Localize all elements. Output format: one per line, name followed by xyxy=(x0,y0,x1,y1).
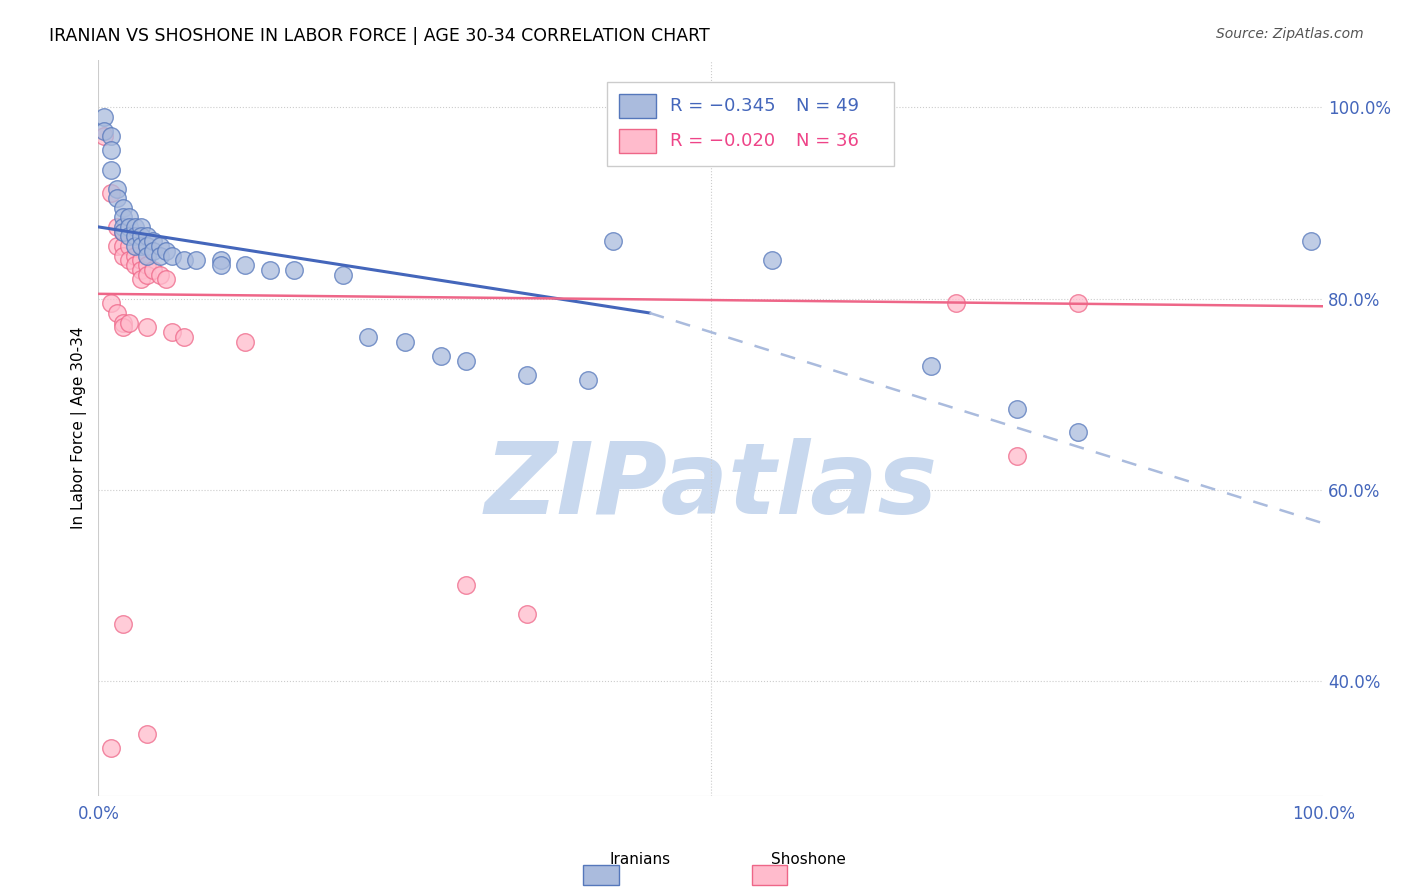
Point xyxy=(118,229,141,244)
Point xyxy=(129,239,152,253)
Point xyxy=(118,253,141,268)
Point xyxy=(602,234,624,248)
Point xyxy=(136,258,159,272)
Point xyxy=(516,368,538,383)
Text: R = −0.345: R = −0.345 xyxy=(671,97,776,115)
Point xyxy=(129,219,152,234)
Text: N = 49: N = 49 xyxy=(796,97,859,115)
Point xyxy=(118,211,141,225)
Point xyxy=(105,191,128,205)
Point xyxy=(209,253,232,268)
Point xyxy=(93,110,115,124)
Point xyxy=(111,225,134,239)
Point xyxy=(283,263,305,277)
Point xyxy=(1067,425,1090,440)
Bar xyxy=(606,82,894,166)
Point xyxy=(129,229,152,244)
Point xyxy=(920,359,942,373)
Point xyxy=(100,162,122,177)
Point xyxy=(160,249,183,263)
Point xyxy=(259,263,281,277)
Point xyxy=(118,316,141,330)
Point xyxy=(173,330,195,344)
Point xyxy=(136,229,159,244)
Point xyxy=(1299,234,1322,248)
Text: N = 36: N = 36 xyxy=(796,132,859,150)
Point xyxy=(111,616,134,631)
Point xyxy=(454,353,477,368)
Point xyxy=(233,258,256,272)
Point xyxy=(100,129,122,144)
Point xyxy=(173,253,195,268)
Bar xyxy=(619,128,655,153)
Point xyxy=(124,249,146,263)
Point xyxy=(118,239,141,253)
Point xyxy=(111,211,134,225)
Point xyxy=(394,334,416,349)
Text: Shoshone: Shoshone xyxy=(770,852,846,867)
Point xyxy=(136,239,159,253)
Point xyxy=(111,201,134,215)
Point xyxy=(149,239,172,253)
Point xyxy=(142,234,165,248)
Text: IRANIAN VS SHOSHONE IN LABOR FORCE | AGE 30-34 CORRELATION CHART: IRANIAN VS SHOSHONE IN LABOR FORCE | AGE… xyxy=(49,27,710,45)
Point xyxy=(111,320,134,334)
Point xyxy=(111,249,134,263)
Point xyxy=(124,239,146,253)
Point xyxy=(129,272,152,286)
Point xyxy=(136,268,159,282)
Point xyxy=(118,219,141,234)
Point xyxy=(100,741,122,756)
Point xyxy=(111,239,134,253)
Point xyxy=(1005,450,1028,464)
Point xyxy=(454,578,477,592)
Point xyxy=(124,219,146,234)
Point xyxy=(105,219,128,234)
Point xyxy=(430,349,453,363)
Text: Source: ZipAtlas.com: Source: ZipAtlas.com xyxy=(1216,27,1364,41)
Point xyxy=(129,253,152,268)
Point xyxy=(1005,401,1028,416)
Point xyxy=(100,296,122,310)
Point xyxy=(142,263,165,277)
Point xyxy=(124,258,146,272)
Point xyxy=(332,268,354,282)
Y-axis label: In Labor Force | Age 30-34: In Labor Force | Age 30-34 xyxy=(72,326,87,529)
Point xyxy=(111,225,134,239)
Point xyxy=(111,219,134,234)
Point xyxy=(149,268,172,282)
Point xyxy=(136,726,159,740)
Point xyxy=(233,334,256,349)
Point xyxy=(160,325,183,339)
Point xyxy=(357,330,380,344)
Point xyxy=(209,258,232,272)
Text: ZIPatlas: ZIPatlas xyxy=(484,438,938,535)
Point xyxy=(142,244,165,258)
Point xyxy=(761,253,783,268)
Point xyxy=(105,182,128,196)
Point xyxy=(136,320,159,334)
Point xyxy=(100,186,122,201)
Point xyxy=(516,607,538,621)
Point xyxy=(155,272,177,286)
Point xyxy=(576,373,599,387)
Bar xyxy=(619,95,655,119)
Point xyxy=(149,249,172,263)
Point xyxy=(93,124,115,138)
Text: Iranians: Iranians xyxy=(609,852,671,867)
Point xyxy=(124,229,146,244)
Point xyxy=(105,239,128,253)
Point xyxy=(1067,296,1090,310)
Point xyxy=(945,296,967,310)
Point xyxy=(93,129,115,144)
Point xyxy=(129,263,152,277)
Point xyxy=(136,249,159,263)
Point xyxy=(155,244,177,258)
Text: R = −0.020: R = −0.020 xyxy=(671,132,776,150)
Point xyxy=(111,316,134,330)
Point xyxy=(100,144,122,158)
Point xyxy=(186,253,208,268)
Point xyxy=(105,306,128,320)
